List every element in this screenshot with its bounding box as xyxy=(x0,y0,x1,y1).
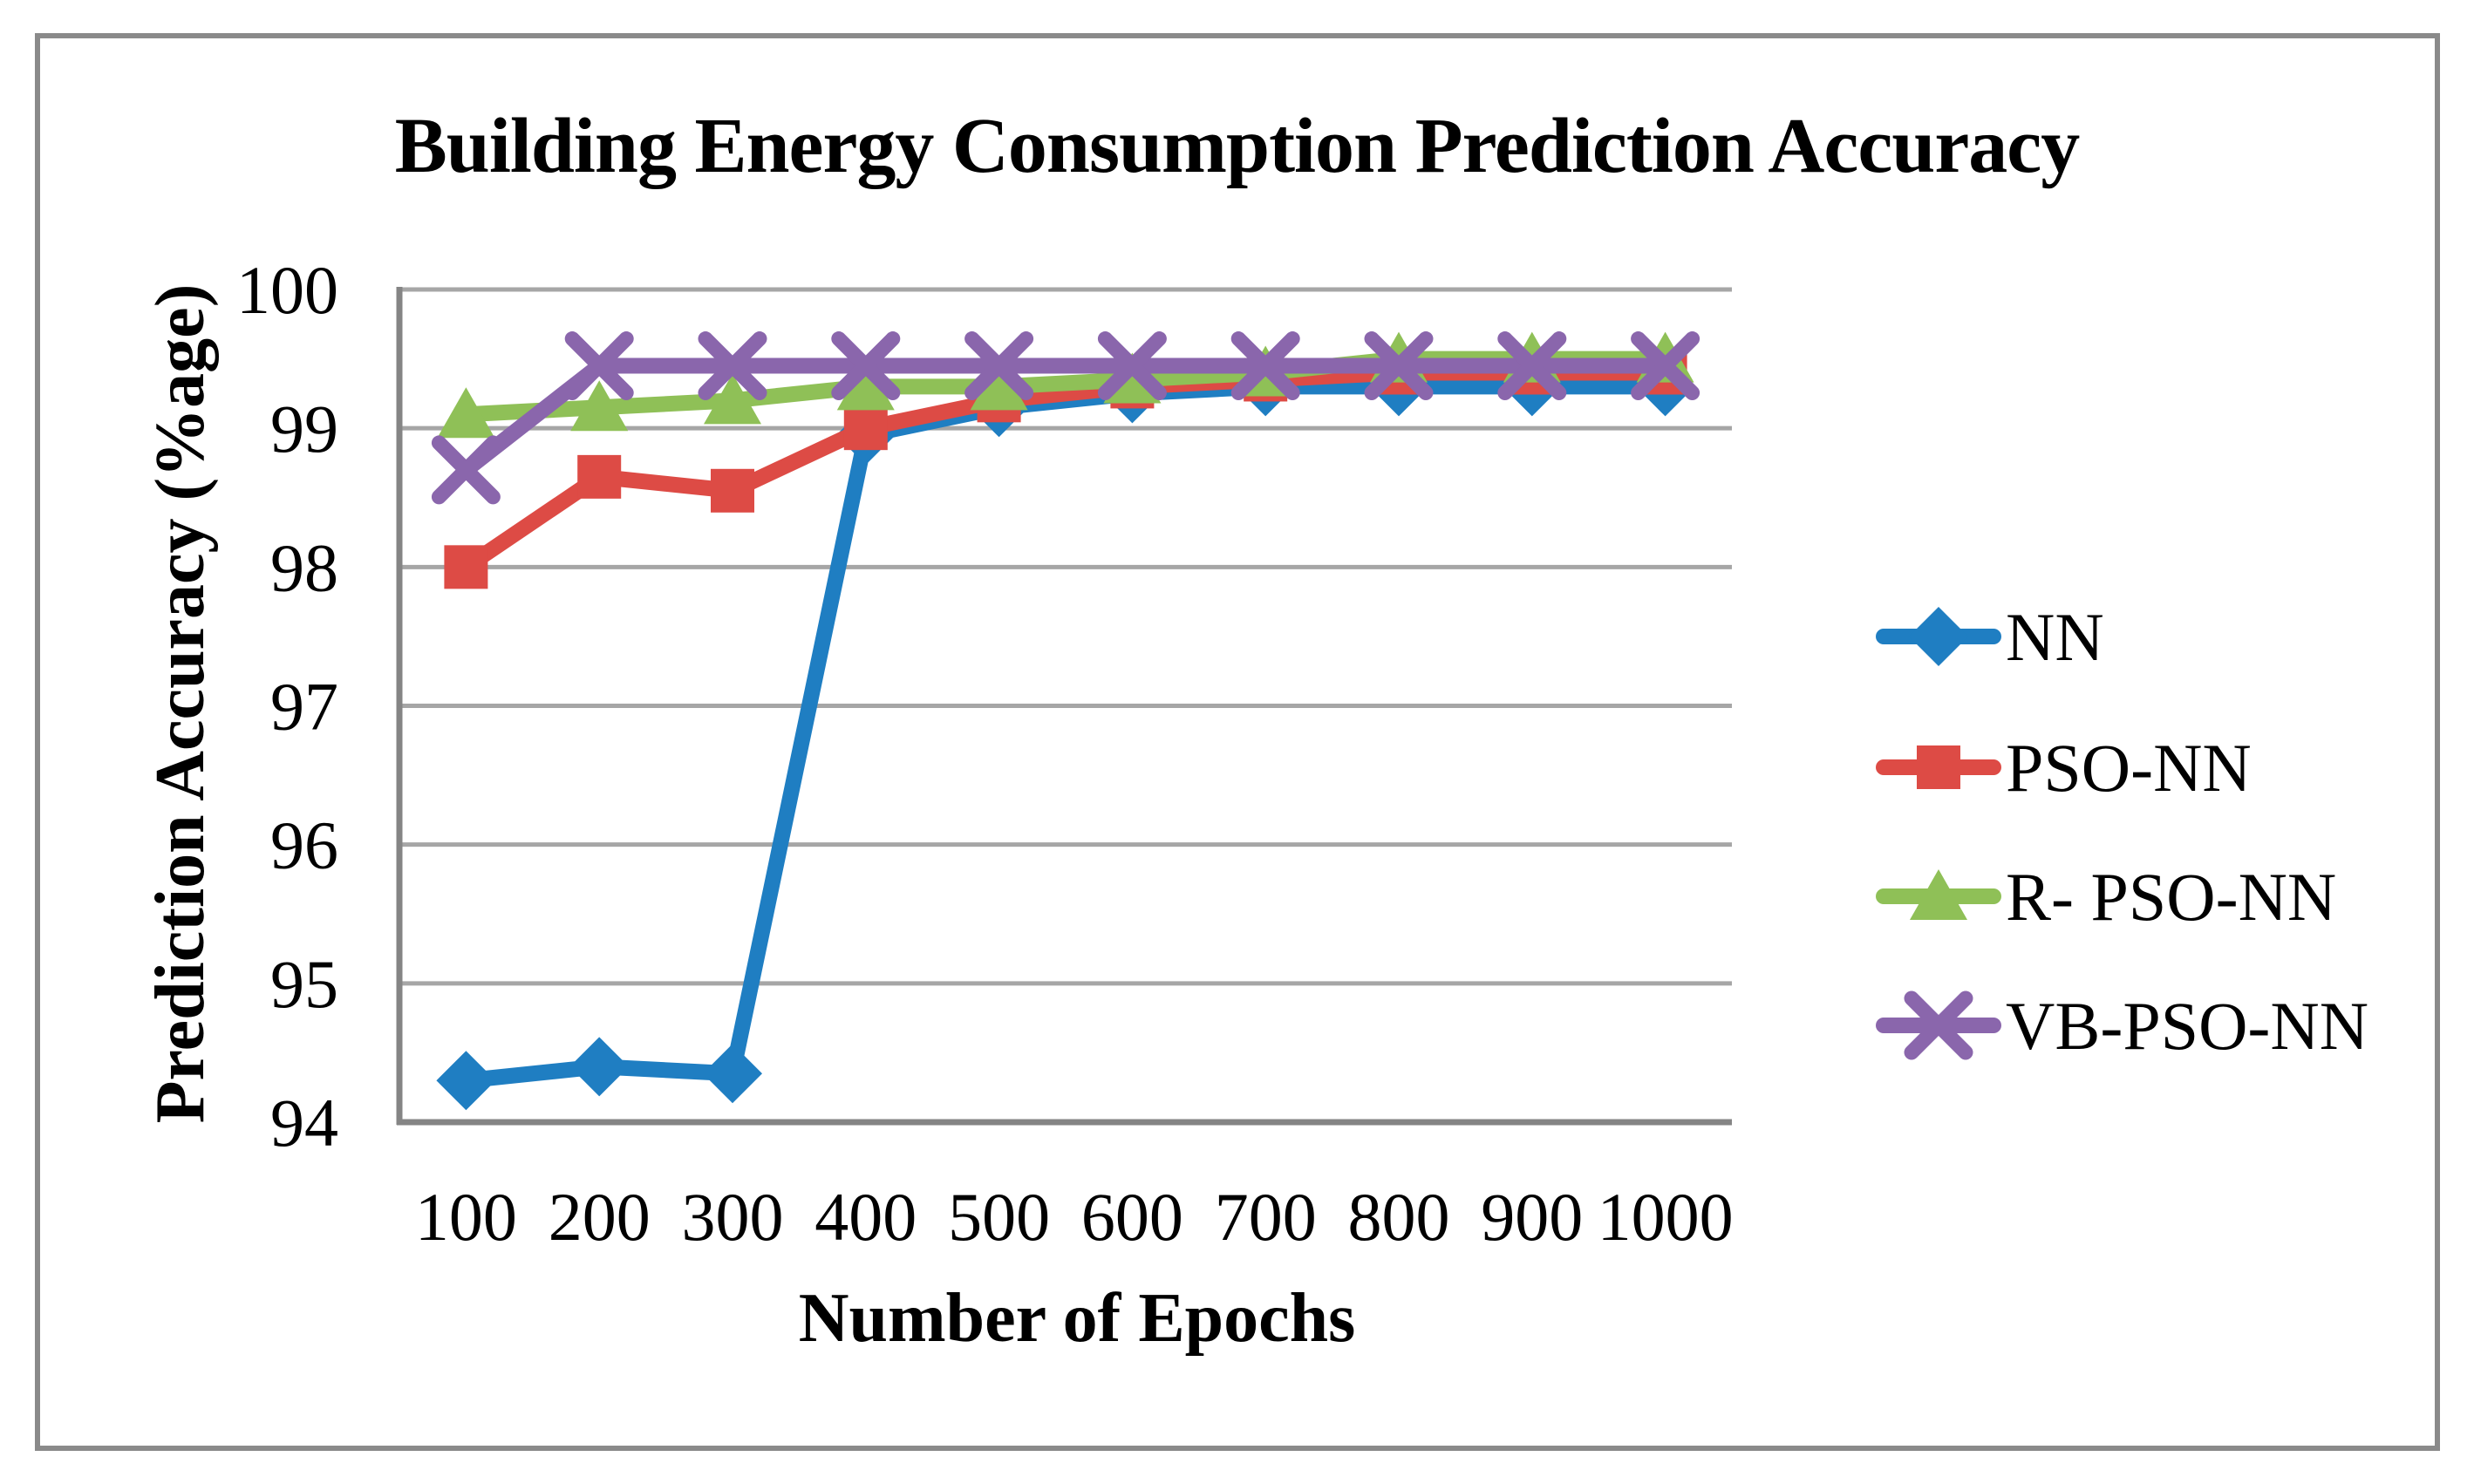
x-axis-title: Number of Epochs xyxy=(798,1279,1356,1357)
marker-pso-nn xyxy=(711,468,754,513)
x-tick-label: 1000 xyxy=(1598,1179,1734,1255)
legend-label-nn: NN xyxy=(2006,599,2104,675)
legend-label-pso-nn: PSO-NN xyxy=(2006,730,2252,806)
marker-nn xyxy=(703,1044,762,1104)
y-tick-label: 98 xyxy=(270,529,338,605)
x-tick-label: 100 xyxy=(415,1179,517,1255)
marker-r-pso-nn xyxy=(437,387,495,439)
figure-border xyxy=(35,33,2440,1451)
marker-pso-nn xyxy=(577,454,622,499)
marker-r-pso-nn xyxy=(970,359,1028,411)
legend-label-r-pso-nn: R- PSO-NN xyxy=(2006,859,2336,935)
marker-vb-pso-nn xyxy=(1364,331,1434,401)
marker-vb-pso-nn xyxy=(564,331,634,401)
marker-vb-pso-nn xyxy=(1230,331,1300,401)
x-tick-label: 300 xyxy=(682,1179,784,1255)
marker-r-pso-nn xyxy=(570,380,629,432)
marker-pso-nn xyxy=(843,406,888,451)
marker-vb-pso-nn xyxy=(698,331,767,401)
marker-vb-pso-nn xyxy=(831,331,901,401)
y-tick-label: 99 xyxy=(270,391,338,466)
y-tick-label: 95 xyxy=(270,946,338,1022)
marker-vb-pso-nn xyxy=(1631,331,1700,401)
marker-vb-pso-nn xyxy=(1097,331,1167,401)
marker-nn xyxy=(569,1037,630,1097)
legend-marker-nn xyxy=(1909,607,1968,666)
y-tick-label: 94 xyxy=(270,1085,338,1161)
x-tick-label: 200 xyxy=(549,1179,651,1255)
x-tick-label: 800 xyxy=(1348,1179,1450,1255)
x-tick-label: 400 xyxy=(814,1179,917,1255)
legend-marker-pso-nn xyxy=(1917,745,1960,789)
y-tick-label: 96 xyxy=(270,807,338,883)
x-tick-label: 600 xyxy=(1081,1179,1183,1255)
marker-vb-pso-nn xyxy=(1497,331,1567,401)
marker-r-pso-nn xyxy=(836,359,895,411)
x-tick-label: 700 xyxy=(1215,1179,1317,1255)
y-tick-label: 97 xyxy=(270,669,338,745)
x-tick-label: 500 xyxy=(948,1179,1050,1255)
marker-nn xyxy=(436,1051,496,1111)
series-line-vb-pso-nn xyxy=(458,357,1673,478)
marker-vb-pso-nn xyxy=(431,435,501,505)
marker-vb-pso-nn xyxy=(964,331,1034,401)
series-line-nn xyxy=(458,378,1673,1089)
legend-marker-vb-pso-nn xyxy=(1904,990,1973,1060)
marker-r-pso-nn xyxy=(704,373,761,425)
y-tick-label: 100 xyxy=(236,252,338,328)
x-tick-label: 900 xyxy=(1481,1179,1583,1255)
legend-label-vb-pso-nn: VB-PSO-NN xyxy=(2006,988,2368,1064)
chart-title: Building Energy Consumption Prediction A… xyxy=(394,103,2081,189)
marker-pso-nn xyxy=(444,545,488,589)
legend-marker-r-pso-nn xyxy=(1910,869,1967,920)
